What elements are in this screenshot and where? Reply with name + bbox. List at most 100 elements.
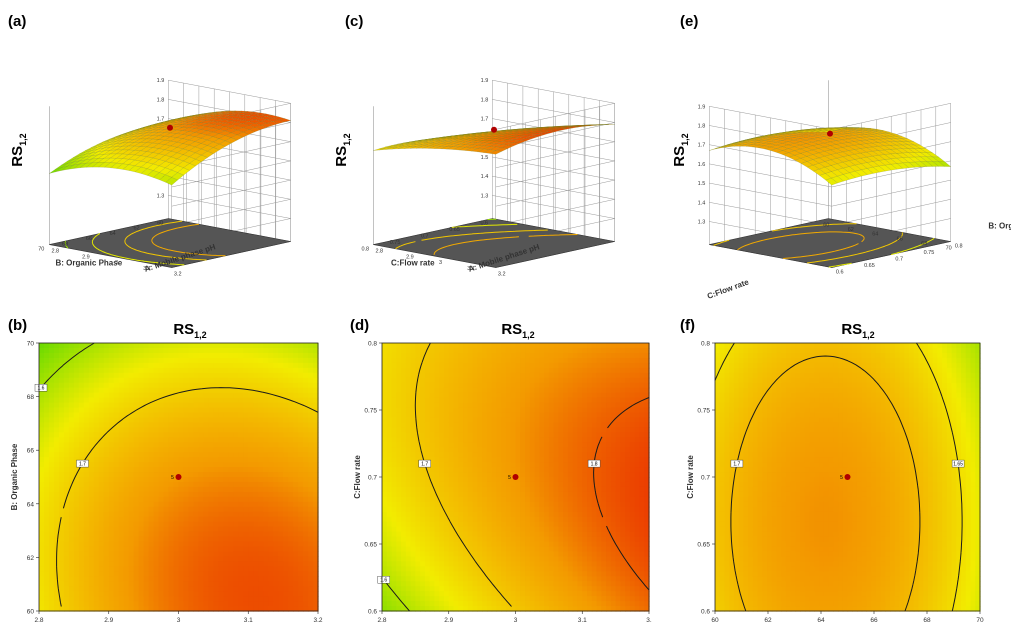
heat-cell xyxy=(273,496,279,503)
heat-cell xyxy=(188,556,195,562)
heat-cell xyxy=(39,352,45,359)
heat-cell xyxy=(203,521,209,528)
heat-cell xyxy=(228,352,234,359)
heat-cell xyxy=(424,397,431,404)
heat-cell xyxy=(303,601,309,607)
heat-cell xyxy=(293,357,299,364)
heat-cell xyxy=(108,606,115,612)
heat-cell xyxy=(143,606,150,612)
heat-cell xyxy=(278,417,284,423)
heat-cell xyxy=(133,556,140,562)
heat-cell xyxy=(213,472,219,478)
heat-cell xyxy=(113,437,120,443)
heat-cell xyxy=(193,432,200,438)
heat-cell xyxy=(158,551,165,557)
heat-cell xyxy=(278,452,284,458)
heat-cell xyxy=(268,576,274,582)
heat-cell xyxy=(303,556,309,562)
heat-cell xyxy=(258,377,264,384)
heat-cell xyxy=(83,427,90,433)
heat-cell xyxy=(68,442,75,448)
heat-cell xyxy=(113,486,120,493)
heat-cell xyxy=(415,347,421,354)
contour-floor xyxy=(373,218,615,268)
heat-cell xyxy=(223,417,229,423)
heat-cell xyxy=(138,511,145,518)
heat-cell xyxy=(288,437,294,443)
heat-cell xyxy=(223,422,229,428)
heat-cell xyxy=(163,491,170,498)
heat-cell xyxy=(188,452,195,458)
heat-cell xyxy=(98,601,105,607)
heat-cell xyxy=(313,347,319,354)
heat-cell xyxy=(213,566,219,572)
heat-cell xyxy=(424,412,431,419)
heat-cell xyxy=(173,457,180,463)
heat-cell xyxy=(98,367,105,374)
heat-cell xyxy=(73,367,80,374)
heat-cell xyxy=(103,546,110,553)
heat-cell xyxy=(178,491,185,498)
contour-floor xyxy=(709,218,951,268)
heat-cell xyxy=(39,402,45,409)
heat-cell xyxy=(43,491,50,498)
heat-cell xyxy=(293,442,299,448)
heat-cell xyxy=(283,541,289,548)
heat-cell xyxy=(308,367,314,374)
heat-cell xyxy=(48,496,55,503)
heat-cell xyxy=(273,591,279,597)
heat-cell xyxy=(168,392,175,399)
heat-cell xyxy=(63,352,70,359)
heat-cell xyxy=(405,422,412,428)
heat-cell xyxy=(298,402,304,409)
heat-cell xyxy=(123,511,130,518)
heat-cell xyxy=(148,422,155,428)
heat-cell xyxy=(410,576,416,582)
heat-cell xyxy=(153,591,160,597)
heat-cell xyxy=(298,417,304,423)
heat-cell xyxy=(233,591,239,597)
heat-cell xyxy=(58,556,65,562)
heat-cell xyxy=(218,467,224,473)
heat-cell xyxy=(168,551,175,557)
heat-cell xyxy=(58,591,65,597)
heat-cell xyxy=(148,442,155,448)
heat-cell xyxy=(133,601,140,607)
heat-cell xyxy=(382,511,388,518)
heat-cell xyxy=(401,586,407,592)
heat-cell xyxy=(188,551,195,557)
heat-cell xyxy=(178,397,185,404)
heat-cell xyxy=(243,432,249,438)
heat-cell xyxy=(188,516,195,523)
heat-cell xyxy=(218,566,224,572)
heat-cell xyxy=(108,546,115,553)
heat-cell xyxy=(415,586,421,592)
heat-cell xyxy=(405,596,412,602)
heat-cell xyxy=(148,347,155,354)
heat-cell xyxy=(228,452,234,458)
heat-cell xyxy=(133,536,140,543)
heat-cell xyxy=(88,571,95,577)
heat-cell xyxy=(386,511,393,518)
heat-cell xyxy=(43,437,50,443)
heat-cell xyxy=(391,477,397,483)
heat-cell xyxy=(405,452,412,458)
heat-cell xyxy=(98,501,105,508)
heat-cell xyxy=(208,377,214,384)
heat-cell xyxy=(48,472,55,478)
heat-cell xyxy=(168,343,175,349)
heat-cell xyxy=(63,437,70,443)
heat-cell xyxy=(283,551,289,557)
heat-cell xyxy=(88,551,95,557)
heat-cell xyxy=(223,596,229,602)
heat-cell xyxy=(248,343,254,349)
heat-cell xyxy=(401,357,407,364)
heat-cell xyxy=(303,472,309,478)
heat-cell xyxy=(108,382,115,389)
heat-cell xyxy=(308,526,314,533)
grid-line xyxy=(495,141,615,169)
heat-cell xyxy=(288,402,294,409)
heat-cell xyxy=(113,432,120,438)
heat-cell xyxy=(63,491,70,498)
heat-cell xyxy=(401,551,407,557)
